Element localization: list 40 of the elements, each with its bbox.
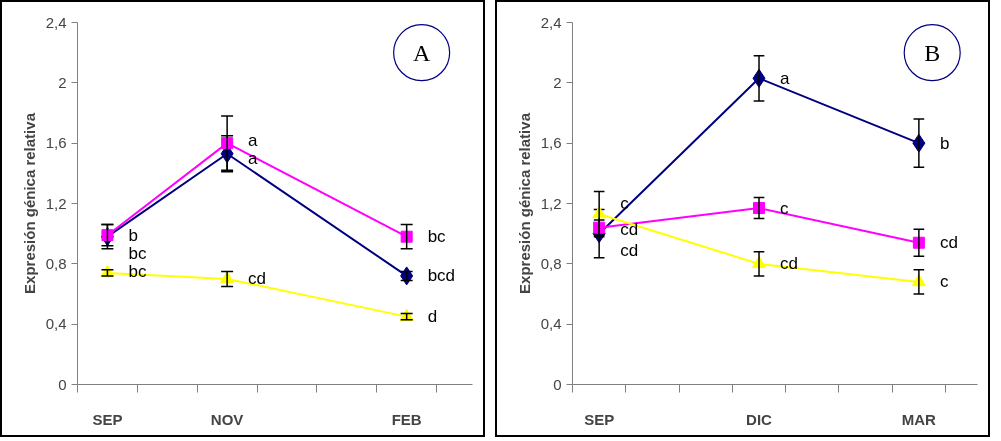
annotation: a (248, 130, 259, 150)
annotation: c (620, 194, 630, 213)
y-tick-label: 0,8 (540, 254, 562, 272)
x-tick-label: DIC (746, 410, 773, 428)
annotation: d (427, 307, 438, 327)
annotation: b (128, 225, 138, 245)
y-tick-label: 1,6 (45, 134, 67, 152)
y-tick-label: 0,8 (45, 254, 67, 272)
x-tick-label: SEP (584, 410, 615, 428)
annotation: cd (620, 219, 639, 239)
y-tick-label: 2,4 (45, 13, 67, 31)
y-tick-label: 1,6 (540, 134, 562, 152)
annotation: b (939, 133, 950, 153)
y-axis-title: Expresión génica relativa (20, 112, 38, 294)
y-tick-label: 0,4 (45, 315, 67, 333)
annotation: c (780, 198, 790, 218)
x-tick-label: MAR (901, 410, 937, 428)
y-tick-label: 2 (58, 73, 67, 91)
annotation: cd (939, 233, 958, 253)
y-axis-title: Expresión génica relativa (515, 112, 533, 294)
x-tick-label: NOV (210, 410, 244, 428)
annotation: B (924, 39, 941, 66)
annotation: A (412, 39, 431, 66)
y-tick-label: 2 (553, 73, 562, 91)
y-tick-label: 0 (58, 375, 67, 393)
annotation: a (780, 68, 791, 88)
annotation: bc (128, 243, 147, 263)
x-tick-label: SEP (92, 410, 123, 428)
y-tick-label: 1,2 (540, 194, 562, 212)
y-tick-label: 0 (553, 375, 562, 393)
annotation: c (939, 272, 949, 292)
annotation: cd (620, 240, 639, 260)
point (400, 230, 413, 243)
y-tick-label: 0,4 (540, 315, 562, 333)
y-tick-label: 2,4 (540, 13, 562, 31)
y-tick-label: 1,2 (45, 194, 67, 212)
annotation: bcd (427, 266, 456, 286)
x-tick-label: FEB (391, 410, 422, 428)
annotation: bc (427, 227, 447, 247)
annotation: cd (248, 269, 267, 289)
